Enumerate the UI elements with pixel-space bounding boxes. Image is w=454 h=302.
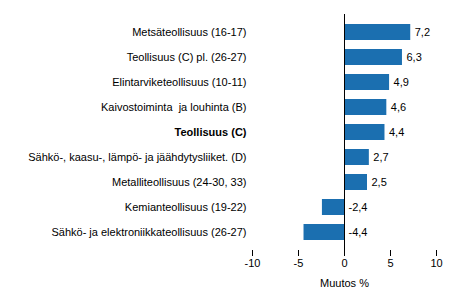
svg-text:-2,4: -2,4 <box>349 201 368 213</box>
svg-text:Elintarviketeollisuus (10-11): Elintarviketeollisuus (10-11) <box>112 76 246 88</box>
svg-text:10: 10 <box>430 257 442 269</box>
svg-text:2,5: 2,5 <box>372 176 387 188</box>
svg-text:2,7: 2,7 <box>373 151 388 163</box>
svg-text:Metsäteollisuus (16-17): Metsäteollisuus (16-17) <box>132 26 246 38</box>
svg-text:4,9: 4,9 <box>394 76 409 88</box>
svg-text:4,6: 4,6 <box>391 101 406 113</box>
svg-text:6,3: 6,3 <box>406 51 421 63</box>
svg-text:Kemianteollisuus (19-22): Kemianteollisuus (19-22) <box>125 201 247 213</box>
svg-text:Muutos %: Muutos % <box>320 277 369 289</box>
svg-text:5: 5 <box>387 257 393 269</box>
svg-text:4,4: 4,4 <box>389 126 404 138</box>
svg-text:Kaivostoiminta ja louhinta (B: Kaivostoiminta ja louhinta (B) <box>101 101 247 113</box>
svg-text:0: 0 <box>341 257 347 269</box>
svg-text:-4,4: -4,4 <box>349 226 368 238</box>
svg-text:Sähkö- ja elektroniikkateollis: Sähkö- ja elektroniikkateollisuus (26-27… <box>51 226 246 238</box>
svg-text:Teollisuus (C) pl. (26-27): Teollisuus (C) pl. (26-27) <box>127 51 247 63</box>
svg-text:-10: -10 <box>245 257 261 269</box>
svg-text:7,2: 7,2 <box>415 26 430 38</box>
svg-text:Metalliteollisuus (24-30, 33): Metalliteollisuus (24-30, 33) <box>112 176 247 188</box>
svg-text:-5: -5 <box>294 257 304 269</box>
svg-text:Sähkö-, kaasu-, lämpö- ja jääh: Sähkö-, kaasu-, lämpö- ja jäähdytysliike… <box>28 151 246 163</box>
svg-text:Teollisuus (C): Teollisuus (C) <box>175 126 247 138</box>
